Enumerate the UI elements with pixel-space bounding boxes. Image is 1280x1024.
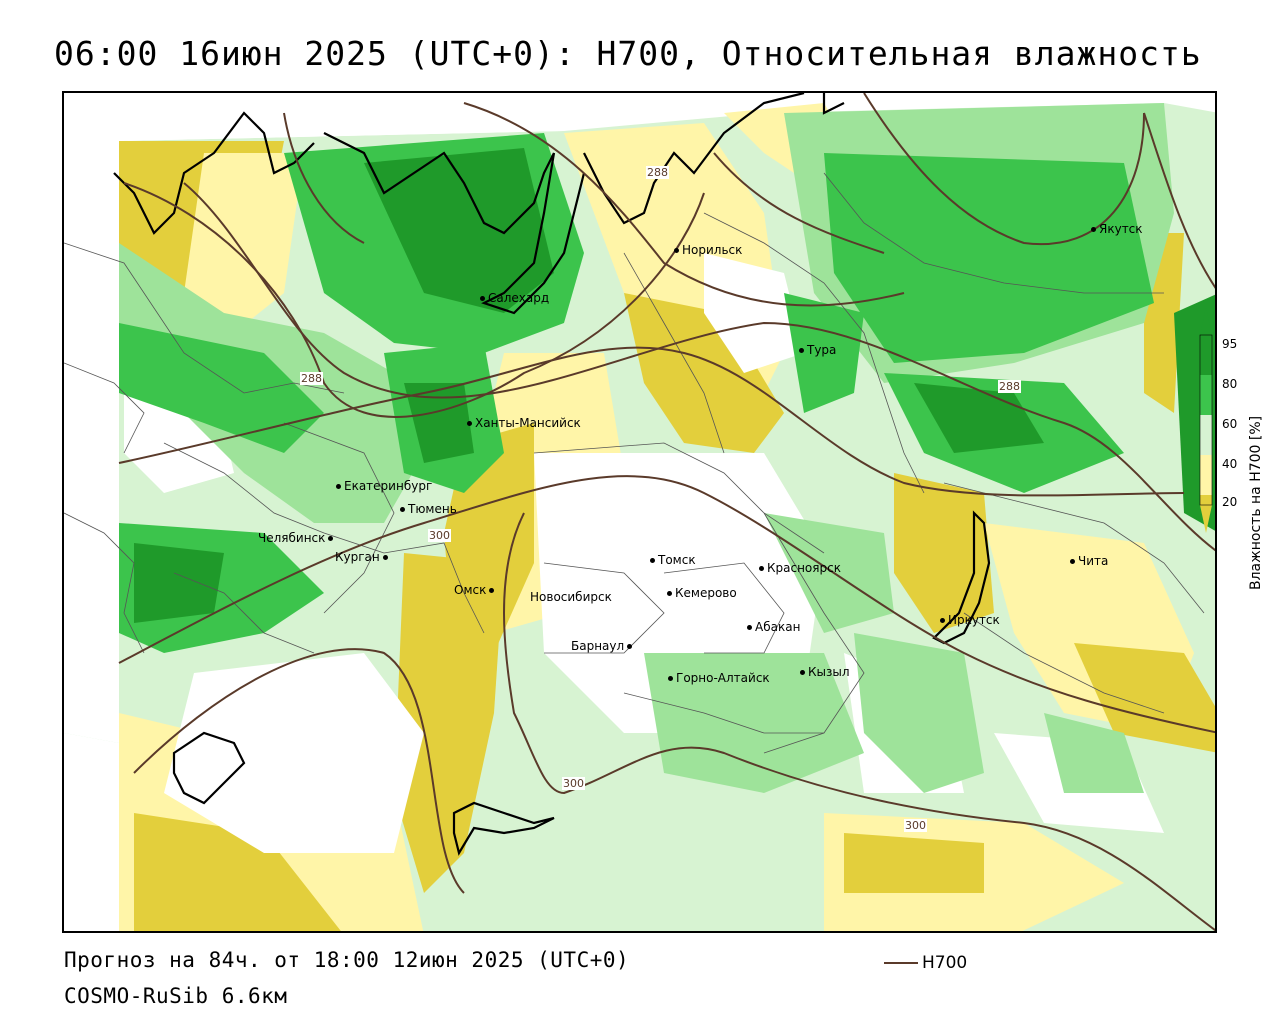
city-label: Салехард — [480, 291, 549, 305]
city-label: Норильск — [674, 243, 742, 257]
admin-borders — [64, 172, 1205, 754]
humidity-field — [64, 93, 1215, 931]
neutral-zone-kazakhstan — [164, 653, 424, 853]
colorbar-tick: 95 — [1222, 337, 1238, 351]
city-label: Тюмень — [400, 502, 457, 516]
outside-domain-north — [119, 93, 564, 141]
city-dot — [480, 296, 485, 301]
city-dot — [940, 618, 945, 623]
colorbar-segment-95 — [1200, 335, 1212, 375]
moist-zone-transbaikal — [1044, 713, 1144, 793]
dry-zone-south — [844, 833, 984, 893]
dry-light-zone-nw — [184, 153, 304, 333]
outside-domain-left — [64, 141, 119, 743]
colorbar-tick: 40 — [1222, 457, 1238, 471]
very-wet-zone-yamal — [364, 148, 554, 313]
very-wet-zone-east-siberia — [914, 383, 1044, 453]
city-label: Кызыл — [800, 665, 850, 679]
isoline-label: 288 — [300, 372, 323, 385]
colorbar-tick: 20 — [1222, 495, 1238, 509]
city-dot — [328, 536, 334, 541]
colorbar-bottom-arrow — [1200, 505, 1212, 533]
colorbar-segment-60 — [1200, 415, 1212, 455]
city-label: Красноярск — [759, 561, 841, 575]
city-label: Екатеринбург — [336, 479, 432, 493]
colorbar-top-arrow — [1200, 307, 1212, 335]
city-dot — [489, 588, 495, 593]
model-name: COSMO-RuSib 6.6км — [64, 984, 288, 1008]
city-label: Ханты-Мансийск — [467, 416, 581, 430]
city-dot — [747, 625, 752, 630]
city-label: Иркутск — [940, 613, 1000, 627]
city-dot — [759, 566, 764, 571]
city-dot — [674, 248, 679, 253]
wet-zone-tura — [784, 293, 864, 413]
outside-domain-top — [64, 93, 119, 141]
colorbar-title: Влажность на H700 [%] — [1248, 415, 1264, 590]
very-wet-zone-khanty — [404, 383, 474, 463]
city-label: Чита — [1070, 554, 1108, 568]
city-label: Барнаул — [571, 639, 635, 653]
city-dot — [650, 558, 655, 563]
isoline-label: 300 — [904, 819, 927, 832]
city-label: Челябинск — [258, 531, 336, 545]
wet-zone-yakutia — [824, 153, 1154, 363]
colorbar-segment-40 — [1200, 455, 1212, 495]
forecast-info: Прогноз на 84ч. от 18:00 12июн 2025 (UTC… — [64, 948, 630, 972]
city-dot — [336, 484, 341, 489]
map-title: 06:00 16июн 2025 (UTC+0): H700, Относите… — [54, 34, 1202, 73]
dry-zone-north-center — [624, 293, 784, 453]
city-dot — [668, 676, 673, 681]
city-label: Томск — [650, 553, 696, 567]
isoline-label: 300 — [562, 777, 585, 790]
city-label: Кемерово — [667, 586, 737, 600]
h700-isolines — [118, 93, 1215, 931]
isoline-label: 300 — [428, 529, 451, 542]
dry-zone-southwest — [134, 813, 341, 931]
moist-zone-altai — [644, 653, 864, 793]
humidity-colorbar — [1199, 307, 1213, 533]
isoline-legend: H700 — [884, 953, 967, 973]
city-label: Абакан — [747, 620, 800, 634]
city-dot — [1070, 559, 1075, 564]
dry-zone-irkutsk — [894, 473, 994, 633]
city-label: Курган — [335, 550, 391, 564]
isoline-legend-label: H700 — [922, 953, 968, 973]
map-area: 288 288 288 300 300 300 Норильск Якутск … — [62, 91, 1217, 933]
city-label: Новосибирск — [530, 590, 612, 604]
colorbar-segment-80 — [1200, 375, 1212, 415]
city-dot — [1091, 227, 1096, 232]
colorbar-tick: 80 — [1222, 377, 1238, 391]
wet-zone-northwest — [119, 323, 324, 453]
city-label: Якутск — [1091, 222, 1143, 236]
isoline-legend-swatch — [884, 962, 918, 964]
city-label: Тура — [799, 343, 836, 357]
moist-zone-sayan — [854, 633, 984, 793]
city-dot — [667, 591, 672, 596]
city-label: Горно-Алтайск — [668, 671, 770, 685]
isoline-label: 288 — [998, 380, 1021, 393]
city-dot — [799, 348, 804, 353]
neutral-zone-north — [704, 253, 804, 373]
city-dot — [400, 507, 405, 512]
city-dot — [382, 555, 388, 560]
very-wet-zone-chelyabinsk — [134, 543, 224, 623]
dry-zone-south-west — [394, 553, 504, 893]
isoline-label: 288 — [646, 166, 669, 179]
city-dot — [800, 670, 805, 675]
moist-zone-krasnoyarsk — [764, 513, 894, 633]
colorbar-tick: 60 — [1222, 417, 1238, 431]
city-dot — [627, 644, 633, 649]
colorbar-segment-20 — [1200, 495, 1212, 505]
city-label: Омск — [454, 583, 497, 597]
city-dot — [467, 421, 472, 426]
